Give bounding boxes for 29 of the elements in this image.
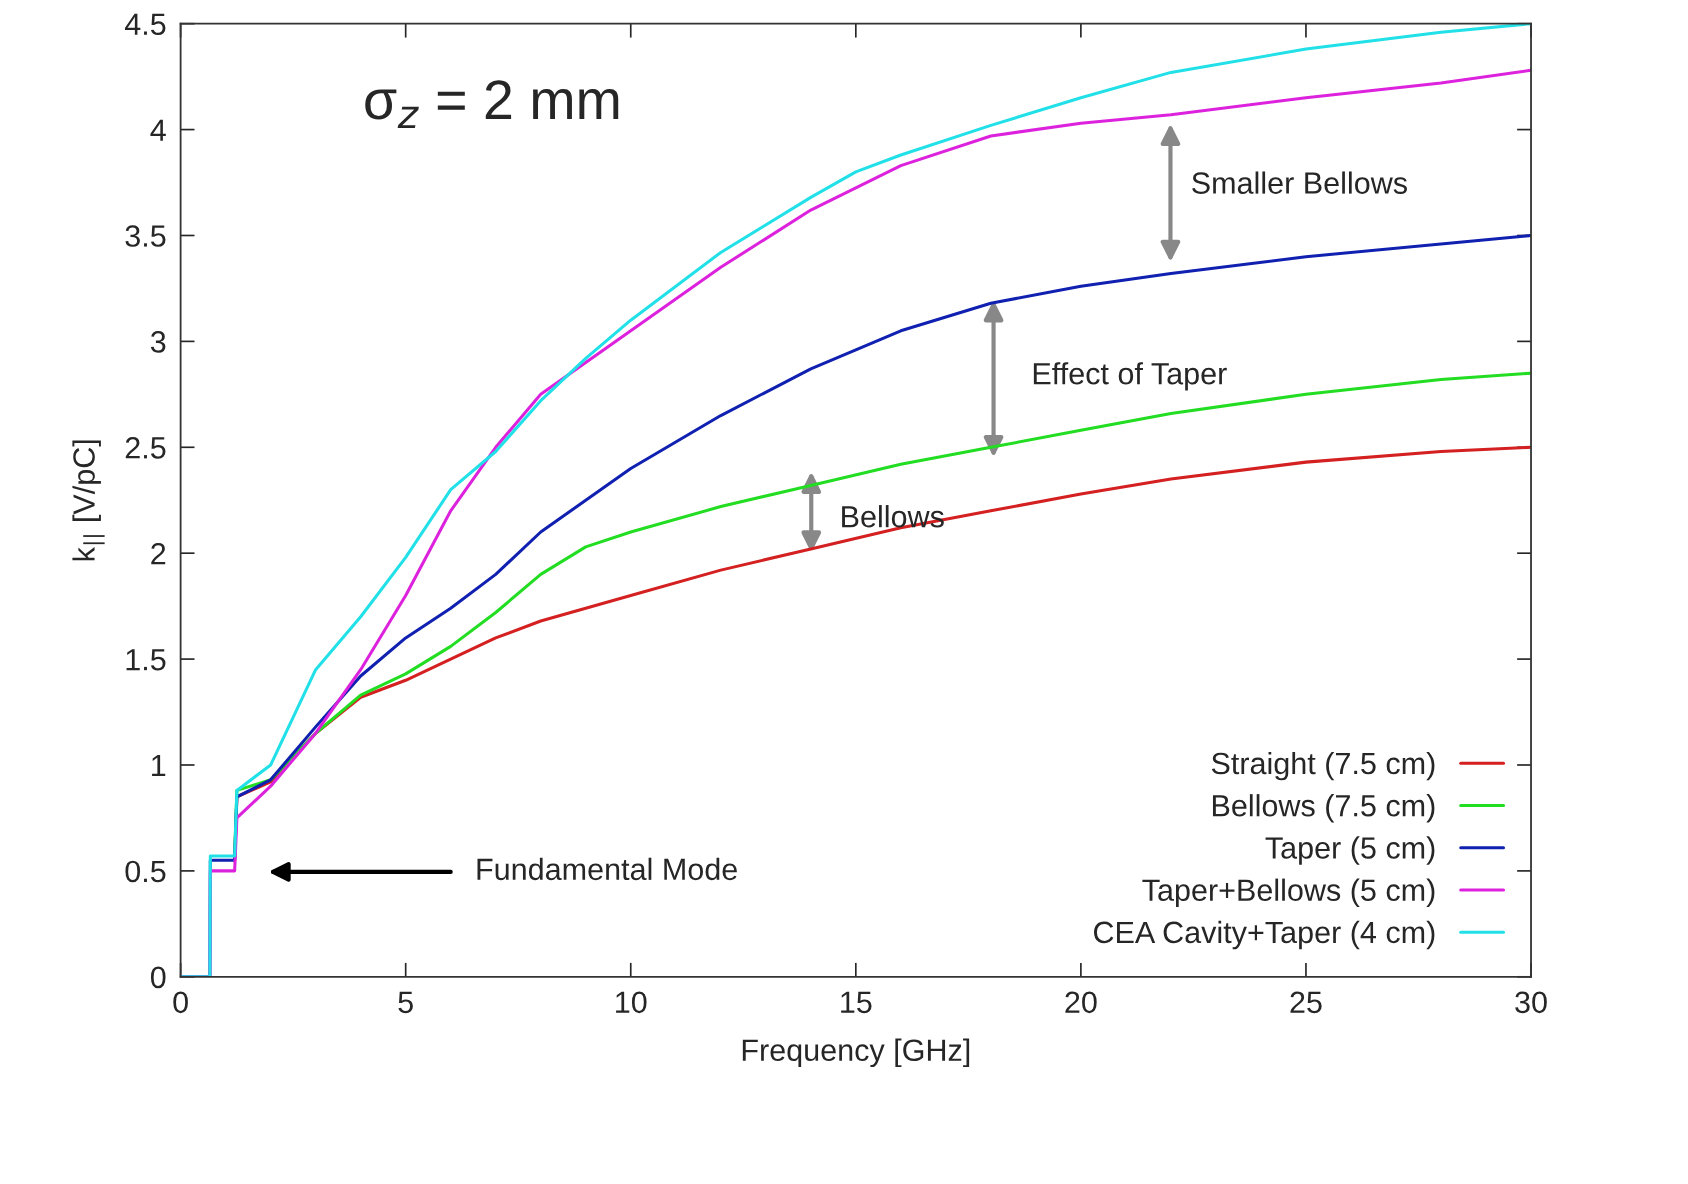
legend-label: Straight (7.5 cm) — [1211, 751, 1435, 781]
x-tick-label: 5 — [398, 991, 413, 1014]
x-tick-label: 25 — [1290, 991, 1322, 1014]
y-tick-label: 3.5 — [125, 225, 166, 247]
x-tick-label: 15 — [841, 991, 872, 1014]
y-tick-label: 2.5 — [125, 437, 166, 459]
y-tick-label: 2 — [151, 542, 166, 565]
legend-label: Taper (5 cm) — [1265, 836, 1435, 865]
y-axis-title: k$_{||}$ [V/pC] — [72, 440, 105, 561]
x-tick-label: 10 — [616, 991, 647, 1014]
annotation: σ$_{z}$ = 2 mm — [365, 80, 619, 129]
y-tick-label: 1 — [152, 755, 166, 777]
x-tick-label: 20 — [1065, 991, 1097, 1014]
annotation: Fundamental Mode — [477, 857, 737, 881]
legend-label: CEA Cavity+Taper (4 cm) — [1094, 920, 1435, 950]
y-tick-label: 4 — [150, 119, 166, 141]
y-tick-label: 0 — [150, 966, 166, 989]
x-tick-label: 30 — [1515, 991, 1547, 1014]
x-tick-label: 0 — [173, 991, 188, 1014]
y-tick-label: 4.5 — [124, 13, 166, 36]
annotation: Smaller Bellows — [1192, 171, 1407, 194]
legend-label: Bellows (7.5 cm) — [1212, 794, 1435, 823]
annotation: Bellows — [842, 505, 944, 528]
y-tick-label: 0.5 — [125, 860, 166, 883]
annotation: Effect of Taper — [1033, 362, 1227, 391]
x-axis-title: Frequency [GHz] — [742, 1038, 970, 1068]
y-tick-label: 1.5 — [126, 649, 166, 671]
y-tick-label: 3 — [150, 331, 166, 353]
legend-label: Taper+Bellows (5 cm) — [1142, 878, 1435, 908]
